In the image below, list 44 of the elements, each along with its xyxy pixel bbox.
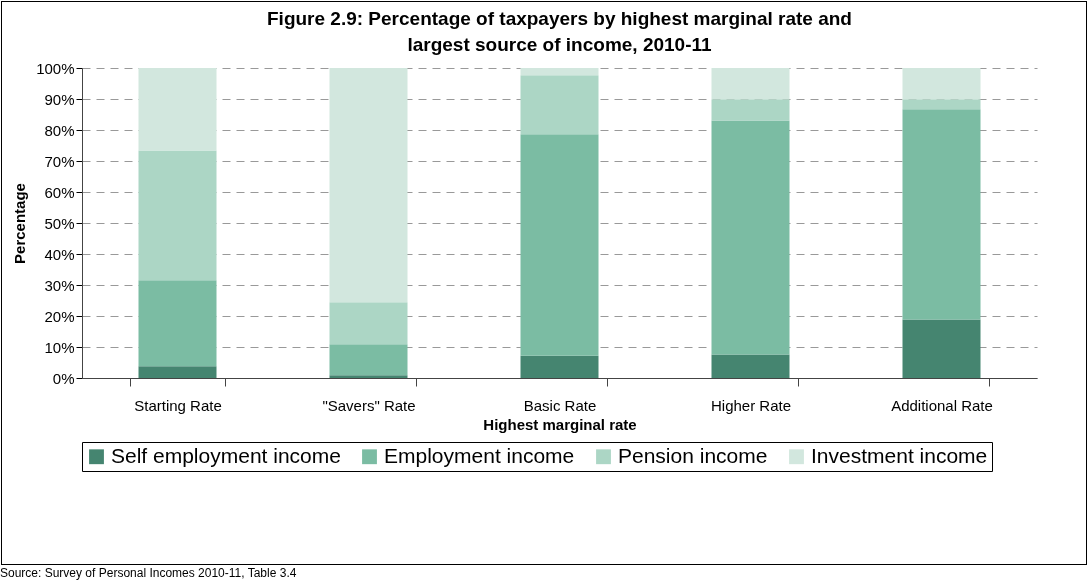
- x-tick-label: Higher Rate: [710, 396, 792, 414]
- x-axis-title: Highest marginal rate: [483, 415, 637, 433]
- y-tick-label: 70%: [44, 152, 75, 170]
- y-tick-label: 60%: [44, 183, 75, 201]
- y-tick-label: 50%: [44, 214, 75, 232]
- bar: [520, 134, 599, 356]
- x-tick-label: Additional Rate: [891, 396, 993, 414]
- y-tick-label: 0%: [52, 369, 75, 387]
- y-tick-label: 90%: [44, 90, 75, 108]
- bar: [902, 99, 981, 110]
- bar: [520, 75, 599, 135]
- bar: [711, 120, 790, 355]
- x-tick-label: Basic Rate: [523, 396, 597, 414]
- bar: [902, 109, 981, 320]
- bar: [329, 68, 408, 303]
- chart-title: Figure 2.9: Percentage of taxpayers by highest marginal rate and largest source of income, 2010-11: [267, 8, 852, 55]
- bar: [329, 344, 408, 376]
- legend-label: Employment income: [384, 443, 575, 467]
- bar: [520, 68, 599, 76]
- bar: [711, 354, 790, 378]
- source-note: Source: Survey of Personal Incomes 2010-11, Table 3.4: [0, 566, 297, 580]
- bar: [138, 280, 217, 367]
- legend-label: Self employment income: [111, 443, 341, 467]
- bar: [711, 68, 790, 100]
- y-tick-label: 20%: [44, 307, 75, 325]
- bar: [138, 150, 217, 281]
- bar: [902, 319, 981, 378]
- y-tick-label: 40%: [44, 245, 75, 263]
- bar: [138, 366, 217, 378]
- y-tick-label: 80%: [44, 121, 75, 139]
- y-tick-label: 30%: [44, 276, 75, 294]
- bar: [520, 355, 599, 378]
- legend-label: Investment income: [811, 443, 988, 467]
- x-tick-label: Starting Rate: [134, 396, 222, 414]
- bar: [329, 302, 408, 345]
- legend-label: Pension income: [618, 443, 768, 467]
- y-tick-label: 10%: [44, 338, 75, 356]
- x-tick-label: "Savers" Rate: [322, 396, 416, 414]
- bar: [329, 375, 408, 378]
- y-tick-label: 100%: [36, 59, 75, 77]
- y-axis-title: Percentage: [11, 183, 29, 264]
- bar: [711, 99, 790, 121]
- bar: [902, 68, 981, 100]
- bar: [138, 68, 217, 151]
